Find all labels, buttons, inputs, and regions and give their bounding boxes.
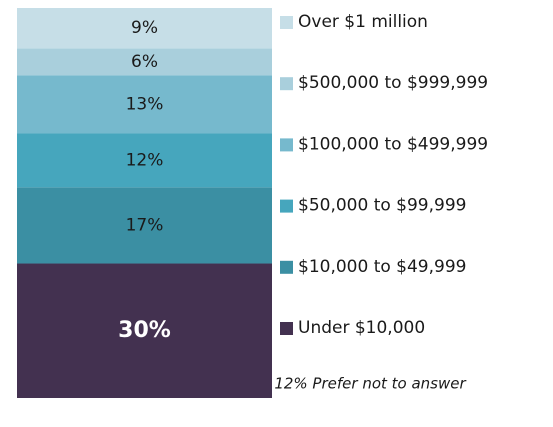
legend-label: $50,000 to $99,999 [298, 196, 466, 216]
legend-label: Under $10,000 [298, 318, 425, 338]
legend-label: $10,000 to $49,999 [298, 257, 466, 277]
bar-segment [17, 187, 272, 264]
bar-segment [17, 75, 272, 134]
data-label: 12% [126, 150, 164, 170]
legend-swatch [280, 322, 293, 335]
data-label: 13% [126, 94, 164, 114]
legend-swatch [280, 77, 293, 91]
legend-label: $500,000 to $999,999 [298, 73, 488, 93]
legend-swatch [280, 260, 293, 274]
data-label: 6% [131, 52, 158, 72]
legend-label: Over $1 million [298, 12, 428, 32]
annotation: 12% Prefer not to answer [274, 375, 466, 393]
bar-segment [17, 263, 272, 398]
bar-segment [17, 48, 272, 76]
legend-swatch [280, 138, 293, 152]
data-label: 17% [126, 215, 164, 235]
legend-swatch [280, 199, 293, 213]
legend-swatch [280, 16, 293, 29]
data-label: 9% [131, 18, 158, 38]
data-label: 30% [118, 318, 171, 343]
legend-label: $100,000 to $499,999 [298, 134, 488, 154]
bar-segment [17, 133, 272, 188]
bar-segment [17, 8, 272, 49]
